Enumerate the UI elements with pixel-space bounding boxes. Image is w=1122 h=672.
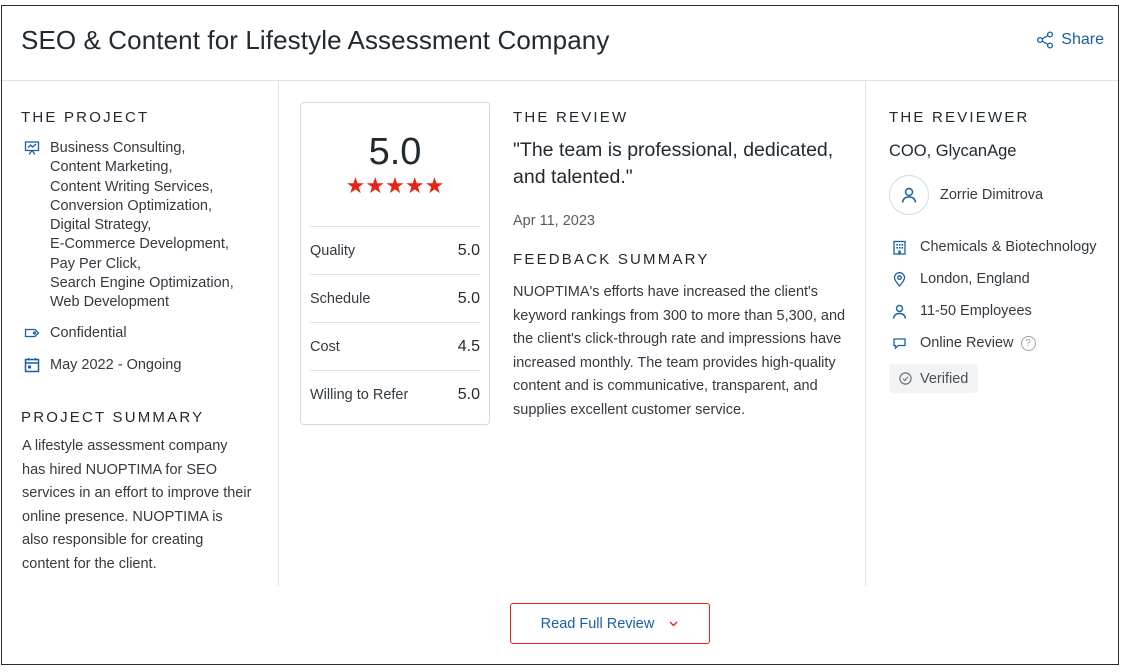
presentation-icon — [24, 141, 40, 155]
star-icon: ★ — [385, 173, 405, 198]
project-summary-text: A lifestyle assessment company has hired… — [22, 438, 252, 572]
score-label: Cost — [310, 338, 340, 355]
score-row-cost: Cost 4.5 — [310, 322, 480, 370]
user-icon — [901, 187, 917, 203]
project-dates: May 2022 - Ongoing — [24, 356, 181, 375]
location-pin-icon — [893, 271, 906, 287]
reviewer-industry: Chemicals & Biotechnology — [892, 239, 1097, 255]
dates-value: May 2022 - Ongoing — [50, 357, 182, 373]
score-value: 5.0 — [457, 241, 480, 259]
help-icon[interactable]: ? — [1020, 335, 1036, 351]
overall-rating: 5.0 — [368, 131, 422, 173]
project-column: THE PROJECT Business Consulting, Content… — [2, 81, 279, 586]
page-title: SEO & Content for Lifestyle Assessment C… — [21, 25, 610, 55]
project-summary-label: PROJECT SUMMARY — [21, 409, 205, 426]
review-card: SEO & Content for Lifestyle Assessment C… — [1, 5, 1119, 665]
reviewer-review-type: Online Review ? — [892, 335, 1036, 351]
person-icon — [892, 304, 907, 319]
service-item: Content Writing Services, — [50, 178, 214, 195]
star-icon: ★ — [365, 173, 386, 198]
project-budget: Confidential — [24, 324, 127, 343]
share-icon — [1037, 31, 1054, 49]
industry-value: Chemicals & Biotechnology — [920, 239, 1097, 255]
service-item: Conversion Optimization, — [50, 197, 212, 214]
feedback-summary-text: NUOPTIMA's efforts have increased the cl… — [513, 284, 846, 418]
score-label: Willing to Refer — [310, 386, 409, 403]
share-button[interactable]: Share — [1036, 31, 1104, 49]
score-value: 5.0 — [457, 385, 480, 403]
service-item: Digital Strategy, — [50, 217, 152, 234]
score-list: Quality 5.0 Schedule 5.0 Cost 4.5 Willin… — [310, 226, 480, 418]
project-services: Business Consulting, Content Marketing, … — [24, 139, 234, 313]
score-label: Quality — [310, 242, 356, 259]
price-tag-icon — [24, 328, 40, 338]
verified-label: Verified — [920, 370, 969, 387]
review-date: Apr 11, 2023 — [513, 213, 595, 229]
review-column: 5.0 ★★★★★ Quality 5.0 Schedule 5.0 Cost … — [279, 81, 866, 586]
review-quote: "The team is professional, dedicated, an… — [513, 139, 834, 188]
feedback-summary-label: FEEDBACK SUMMARY — [513, 251, 710, 268]
star-icon: ★ — [404, 173, 425, 198]
service-item: Pay Per Click, — [50, 255, 142, 272]
star-icon: ★ — [424, 173, 445, 198]
company-size-value: 11-50 Employees — [920, 303, 1032, 319]
service-item: Web Development — [50, 294, 170, 311]
read-full-review-label: Read Full Review — [540, 615, 655, 632]
service-item: Search Engine Optimization, — [50, 275, 234, 292]
star-rating: ★★★★★ — [301, 173, 489, 199]
location-value: London, England — [920, 271, 1030, 287]
review-section-label: THE REVIEW — [513, 109, 629, 126]
reviewer-company-size: 11-50 Employees — [892, 303, 1032, 319]
chevron-down-icon — [669, 621, 678, 627]
avatar — [889, 175, 929, 215]
score-label: Schedule — [310, 290, 371, 307]
read-full-review-button[interactable]: Read Full Review — [510, 603, 710, 644]
calendar-icon — [24, 358, 40, 373]
score-value: 5.0 — [457, 289, 480, 307]
services-list: Business Consulting, Content Marketing, … — [50, 139, 234, 313]
score-row-schedule: Schedule 5.0 — [310, 274, 480, 322]
service-item: Content Marketing, — [50, 159, 173, 176]
project-section-label: THE PROJECT — [21, 109, 150, 126]
reviewer-name: Zorrie Dimitrova — [940, 187, 1044, 203]
chat-bubble-icon — [893, 337, 906, 349]
verified-badge: Verified — [889, 364, 979, 393]
budget-value: Confidential — [50, 325, 127, 341]
score-row-refer: Willing to Refer 5.0 — [310, 370, 480, 418]
share-label: Share — [1061, 31, 1104, 48]
review-type-value: Online Review — [920, 335, 1014, 351]
score-value: 4.5 — [457, 337, 480, 355]
check-circle-icon — [899, 372, 912, 385]
building-icon — [893, 240, 906, 255]
reviewer-role: COO, GlycanAge — [889, 142, 1017, 160]
rating-box: 5.0 ★★★★★ Quality 5.0 Schedule 5.0 Cost … — [300, 102, 490, 425]
reviewer-location: London, England — [892, 271, 1030, 287]
card-header: SEO & Content for Lifestyle Assessment C… — [2, 6, 1118, 81]
service-item: E-Commerce Development, — [50, 236, 229, 253]
score-row-quality: Quality 5.0 — [310, 226, 480, 274]
reviewer-section-label: THE REVIEWER — [889, 109, 1030, 126]
reviewer-column: THE REVIEWER COO, GlycanAge Zorrie Dimit… — [866, 81, 1118, 586]
star-icon: ★ — [345, 173, 366, 198]
service-item: Business Consulting, — [50, 140, 186, 156]
